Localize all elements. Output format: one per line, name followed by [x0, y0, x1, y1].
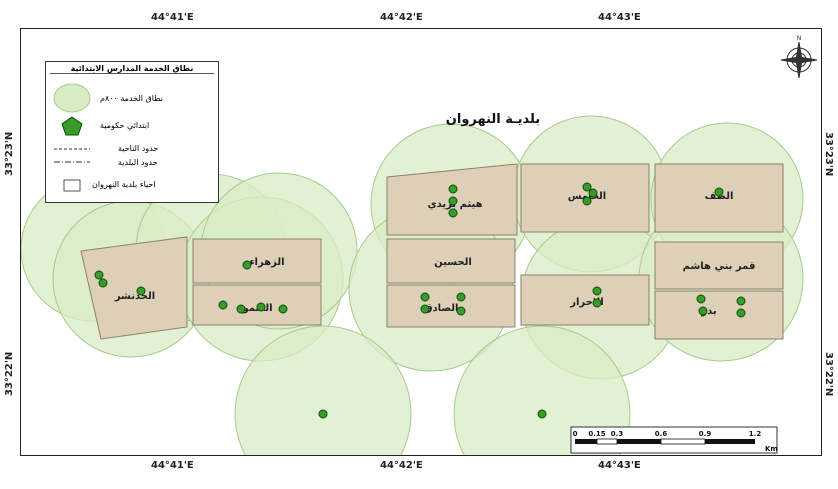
- map-legend: نطاق الخدمة المدارس الابتدائية نطاق الخد…: [45, 61, 219, 203]
- school-marker: [592, 286, 602, 296]
- longitude-label: 44°43'E: [598, 12, 641, 23]
- school-marker: [242, 260, 252, 270]
- scale-tick-label: 0.6: [655, 430, 668, 438]
- neighborhood-label: الصمود: [237, 303, 272, 314]
- legend-title: نطاق الخدمة المدارس الابتدائية: [50, 64, 214, 74]
- map-canvas: هيثم بزيدي الحامس الطف الحسين قمر بني ها…: [21, 35, 818, 455]
- longitude-label: 44°42'E: [380, 12, 423, 23]
- scale-tick-label: 0.3: [611, 430, 624, 438]
- school-marker: [698, 306, 708, 316]
- svg-text:N: N: [797, 35, 802, 42]
- neighborhood-label: الاحرار: [569, 297, 604, 308]
- longitude-label: 44°42'E: [380, 460, 423, 471]
- neighborhood-label: الحسين: [434, 257, 472, 268]
- longitude-label: 44°41'E: [151, 460, 194, 471]
- scale-tick-label: 0.9: [699, 430, 712, 438]
- scale-unit: Km: [765, 445, 778, 453]
- longitude-label: 44°43'E: [598, 460, 641, 471]
- legend-symbols: [53, 83, 91, 192]
- school-marker: [278, 304, 288, 314]
- neighborhood-label: قمر بني هاشم: [683, 261, 756, 272]
- neighborhood-polygon: [520, 274, 650, 326]
- legend-item-label: نطاق الخدمة ٨٠٠م: [100, 94, 163, 103]
- neighborhood-polygon: [192, 238, 322, 284]
- neighborhood-label: الصادق: [424, 303, 459, 314]
- school-marker: [456, 306, 466, 316]
- map-frame: هيثم بزيدي الحامس الطف الحسين قمر بني ها…: [20, 28, 822, 456]
- neighborhood-polygon: [654, 163, 784, 233]
- school-marker: [736, 308, 746, 318]
- legend-item-label: حدود البلدية: [118, 158, 158, 167]
- north-arrow-icon: N: [780, 35, 818, 79]
- legend-item-label: ابتدائي حكومية: [100, 121, 150, 130]
- school-marker: [714, 187, 724, 197]
- school-marker: [218, 300, 228, 310]
- school-marker: [588, 188, 598, 198]
- school-markers: [94, 182, 746, 419]
- neighborhood-polygon: [654, 290, 784, 340]
- map-title: بلديـة النهروان: [446, 112, 540, 127]
- neighborhood-polygon-icon: [63, 179, 81, 192]
- neighborhood-label: الزهراء: [249, 257, 284, 268]
- neighborhood-polygon: [80, 236, 188, 340]
- school-marker: [582, 182, 592, 192]
- latitude-label: 33°22'N: [4, 351, 15, 396]
- neighborhood-polygon: [386, 238, 516, 284]
- scale-bar: 0 0.15 0.3 0.6 0.9 1.2 Km: [570, 426, 778, 454]
- legend-item-label: حدود الناحية: [118, 144, 159, 153]
- school-marker: [537, 409, 547, 419]
- school-marker: [696, 294, 706, 304]
- service-buffer: [453, 325, 631, 455]
- school-marker: [236, 304, 246, 314]
- neighborhood-polygons: [80, 163, 784, 340]
- school-marker: [420, 304, 430, 314]
- school-marker: [136, 286, 146, 296]
- school-marker: [736, 296, 746, 306]
- buffer-circle-icon: [53, 83, 91, 113]
- service-buffer: [234, 325, 412, 455]
- neighborhood-label: بدر: [700, 306, 716, 317]
- latitude-label: 33°22'N: [823, 352, 834, 397]
- scale-tick-label: 0.15: [588, 430, 605, 438]
- school-marker: [318, 409, 328, 419]
- longitude-label: 44°41'E: [151, 12, 194, 23]
- school-marker: [94, 270, 104, 280]
- school-marker: [256, 302, 266, 312]
- school-marker: [592, 298, 602, 308]
- school-marker: [420, 292, 430, 302]
- school-marker: [456, 292, 466, 302]
- school-marker: [98, 278, 108, 288]
- school-marker: [448, 208, 458, 218]
- neighborhood-polygon: [654, 241, 784, 290]
- neighborhood-label: الحدنشر: [114, 291, 155, 302]
- school-marker: [448, 184, 458, 194]
- neighborhood-polygon: [386, 284, 516, 328]
- school-pentagon-icon: [61, 116, 83, 136]
- latitude-label: 33°23'N: [823, 132, 834, 177]
- school-marker: [582, 196, 592, 206]
- scale-tick-label: 0: [573, 430, 578, 438]
- scale-tick-label: 1.2: [749, 430, 762, 438]
- latitude-label: 33°23'N: [4, 131, 15, 176]
- school-marker: [448, 196, 458, 206]
- legend-item-label: احياء بلدية النهروان: [92, 180, 156, 189]
